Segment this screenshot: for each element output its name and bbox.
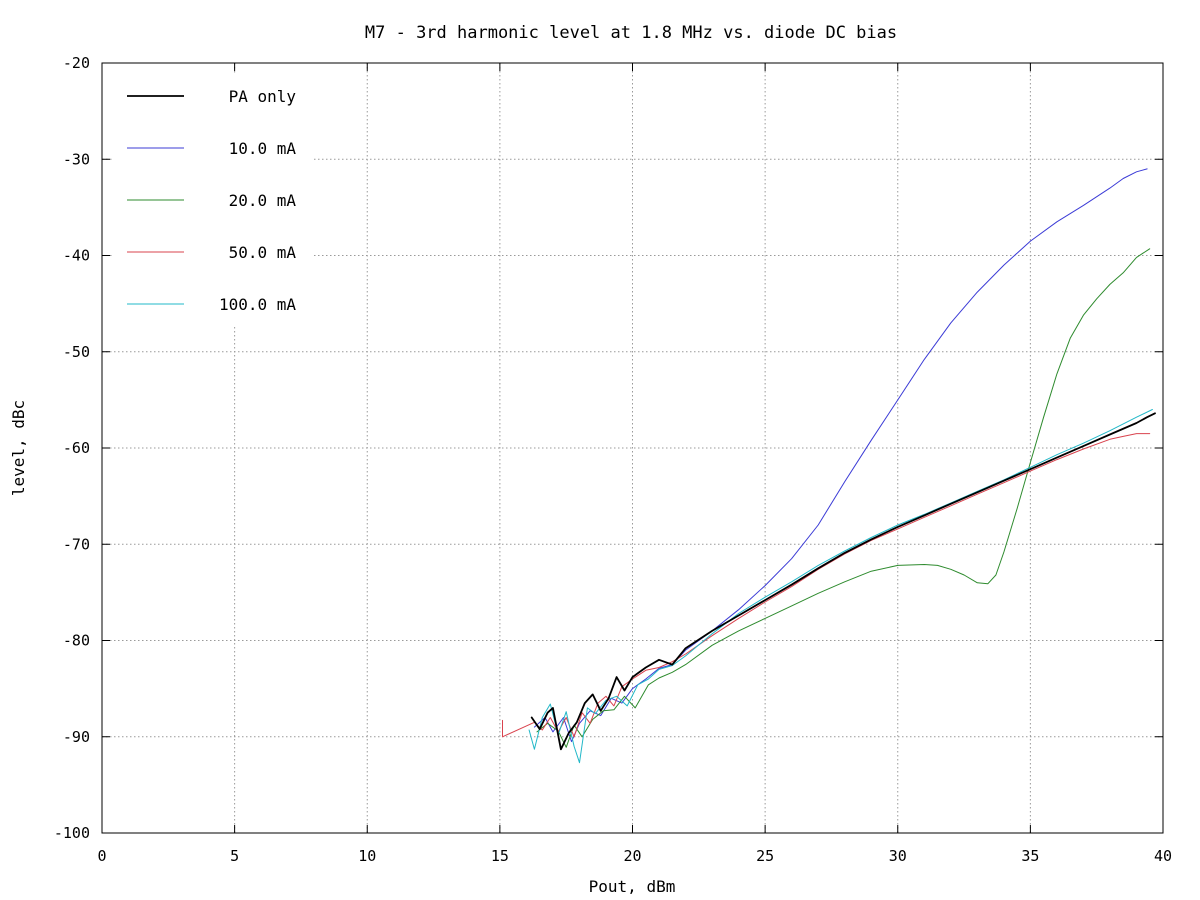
x-tick-label: 25 (756, 847, 774, 865)
plot-frame (101, 62, 1164, 834)
legend: PA only 10.0 mA 20.0 mA 50.0 mA 100.0 mA (112, 74, 312, 326)
series-line-1 (530, 412, 1156, 751)
x-tick-label: 40 (1154, 847, 1172, 865)
y-tick-label: -100 (54, 824, 90, 842)
legend-label: 20.0 mA (229, 191, 297, 210)
x-tick-label: 0 (97, 847, 106, 865)
y-axis-label: level, dBc (9, 400, 28, 496)
legend-label: 100.0 mA (219, 295, 296, 314)
y-tick-label: -60 (63, 439, 90, 457)
x-axis-label: Pout, dBm (589, 877, 676, 896)
y-tick-label: -90 (63, 728, 90, 746)
legend-label: 50.0 mA (229, 243, 297, 262)
y-tick-label: -70 (63, 535, 90, 553)
tick-labels: 0 5 10 15 20 25 30 35 40 -100 -90 -80 -70 -60 -50 -40 -3… (54, 54, 1172, 865)
y-tick-label: -40 (63, 247, 90, 265)
x-tick-label: 30 (889, 847, 907, 865)
legend-label: PA only (229, 87, 297, 106)
x-tick-label: 10 (358, 847, 376, 865)
series-line-5 (528, 409, 1153, 764)
x-tick-label: 5 (230, 847, 239, 865)
y-tick-label: -80 (63, 632, 90, 650)
y-tick-label: -20 (63, 54, 90, 72)
series-line-3 (536, 248, 1151, 748)
y-tick-label: -30 (63, 150, 90, 168)
x-tick-label: 15 (491, 847, 509, 865)
series-group (502, 168, 1156, 764)
x-tick-label: 20 (623, 847, 641, 865)
y-tick-label: -50 (63, 343, 90, 361)
chart-title: M7 - 3rd harmonic level at 1.8 MHz vs. d… (365, 23, 897, 43)
x-tick-label: 35 (1021, 847, 1039, 865)
legend-label: 10.0 mA (229, 139, 297, 158)
